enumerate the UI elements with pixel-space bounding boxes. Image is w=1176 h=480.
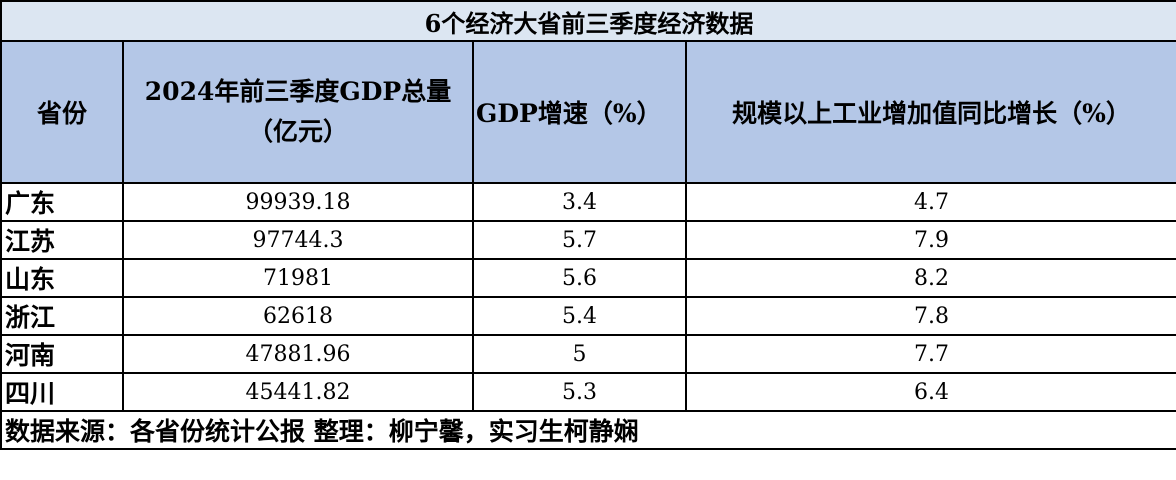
province-cell: 山东 [0, 258, 124, 298]
table-row: 四川 45441.82 5.3 6.4 [0, 372, 1176, 412]
gdp-growth-cell: 5.7 [472, 220, 687, 260]
header-row: 省份 2024年前三季度GDP总量（亿元） GDP增速（%） 规模以上工业增加值… [0, 40, 1176, 184]
gdp-total-cell: 62618 [122, 296, 474, 336]
header-gdp-growth: GDP增速（%） [472, 40, 687, 184]
table-row: 山东 71981 5.6 8.2 [0, 258, 1176, 298]
industrial-growth-cell: 4.7 [684, 182, 1176, 222]
economic-data-table: 6个经济大省前三季度经济数据 省份 2024年前三季度GDP总量（亿元） GDP… [0, 0, 1176, 450]
industrial-growth-cell: 7.7 [684, 334, 1176, 374]
gdp-total-cell: 97744.3 [122, 220, 474, 260]
gdp-total-cell: 99939.18 [122, 182, 474, 222]
industrial-growth-cell: 7.8 [684, 296, 1176, 336]
footer-row: 数据来源：各省份统计公报 整理：柳宁馨，实习生柯静娴 [0, 410, 1176, 450]
header-gdp-total: 2024年前三季度GDP总量（亿元） [122, 40, 474, 184]
table-row: 河南 47881.96 5 7.7 [0, 334, 1176, 374]
gdp-total-cell: 47881.96 [122, 334, 474, 374]
industrial-growth-cell: 6.4 [684, 372, 1176, 412]
industrial-growth-cell: 8.2 [684, 258, 1176, 298]
header-industrial-growth: 规模以上工业增加值同比增长（%） [684, 40, 1176, 184]
table-row: 江苏 97744.3 5.7 7.9 [0, 220, 1176, 260]
gdp-total-cell: 45441.82 [122, 372, 474, 412]
source-note: 数据来源：各省份统计公报 整理：柳宁馨，实习生柯静娴 [0, 410, 1176, 450]
gdp-growth-cell: 5.4 [472, 296, 687, 336]
gdp-growth-cell: 5 [472, 334, 687, 374]
province-cell: 浙江 [0, 296, 124, 336]
table-row: 浙江 62618 5.4 7.8 [0, 296, 1176, 336]
industrial-growth-cell: 7.9 [684, 220, 1176, 260]
header-province: 省份 [0, 40, 124, 184]
table-title: 6个经济大省前三季度经济数据 [0, 0, 1176, 42]
province-cell: 四川 [0, 372, 124, 412]
gdp-total-cell: 71981 [122, 258, 474, 298]
gdp-growth-cell: 5.6 [472, 258, 687, 298]
province-cell: 江苏 [0, 220, 124, 260]
table-row: 广东 99939.18 3.4 4.7 [0, 182, 1176, 222]
province-cell: 河南 [0, 334, 124, 374]
gdp-growth-cell: 5.3 [472, 372, 687, 412]
title-row: 6个经济大省前三季度经济数据 [0, 0, 1176, 42]
gdp-growth-cell: 3.4 [472, 182, 687, 222]
province-cell: 广东 [0, 182, 124, 222]
